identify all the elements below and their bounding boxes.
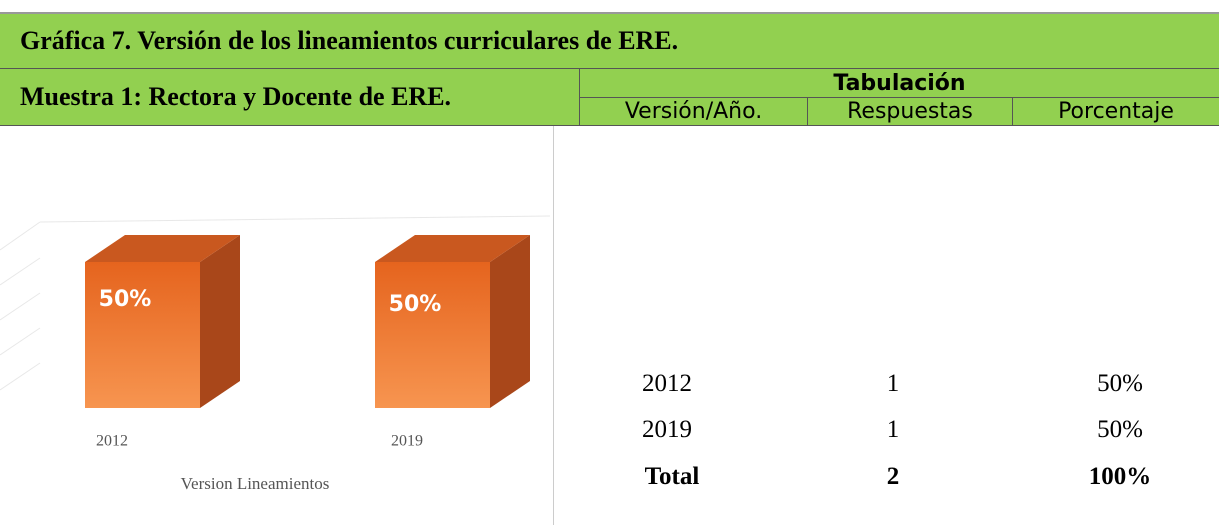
cell: 2012 xyxy=(642,370,692,397)
bar xyxy=(375,262,490,408)
cell: 50% xyxy=(1097,370,1143,397)
divider xyxy=(553,126,554,525)
data-label: 50% xyxy=(389,292,442,317)
bar-side xyxy=(490,235,530,408)
col-head: Respuestas xyxy=(808,98,1013,126)
cell: 50% xyxy=(1097,416,1143,443)
grid-decor xyxy=(0,215,551,391)
sample: Muestra 1: Rectora y Docente de ERE. xyxy=(0,69,580,126)
x-tick-label: 2019 xyxy=(391,433,423,450)
tab-heading: Tabulación xyxy=(580,69,1219,98)
cell: 2019 xyxy=(642,416,692,443)
cell: 1 xyxy=(886,416,900,443)
bar-top xyxy=(375,235,530,262)
total-cell: Total xyxy=(644,463,700,490)
bar-side xyxy=(200,235,240,408)
col-head: Versión/Año. xyxy=(580,98,808,126)
total-cell: 2 xyxy=(886,463,900,490)
x-tick-label: 2012 xyxy=(96,433,128,450)
bar-top xyxy=(85,235,240,262)
total-cell: 100% xyxy=(1088,463,1152,490)
cell: 1 xyxy=(886,370,900,397)
top-rule xyxy=(0,12,1219,14)
col-head: Porcentaje xyxy=(1013,98,1219,126)
bar xyxy=(85,262,200,408)
chart: Version Lineamientos 50% 2012 50% 2019 xyxy=(0,215,551,493)
x-axis-label: Version Lineamientos xyxy=(181,474,330,493)
data-label: 50% xyxy=(99,287,152,312)
title: Gráfica 7. Versión de los lineamientos c… xyxy=(0,14,1219,69)
